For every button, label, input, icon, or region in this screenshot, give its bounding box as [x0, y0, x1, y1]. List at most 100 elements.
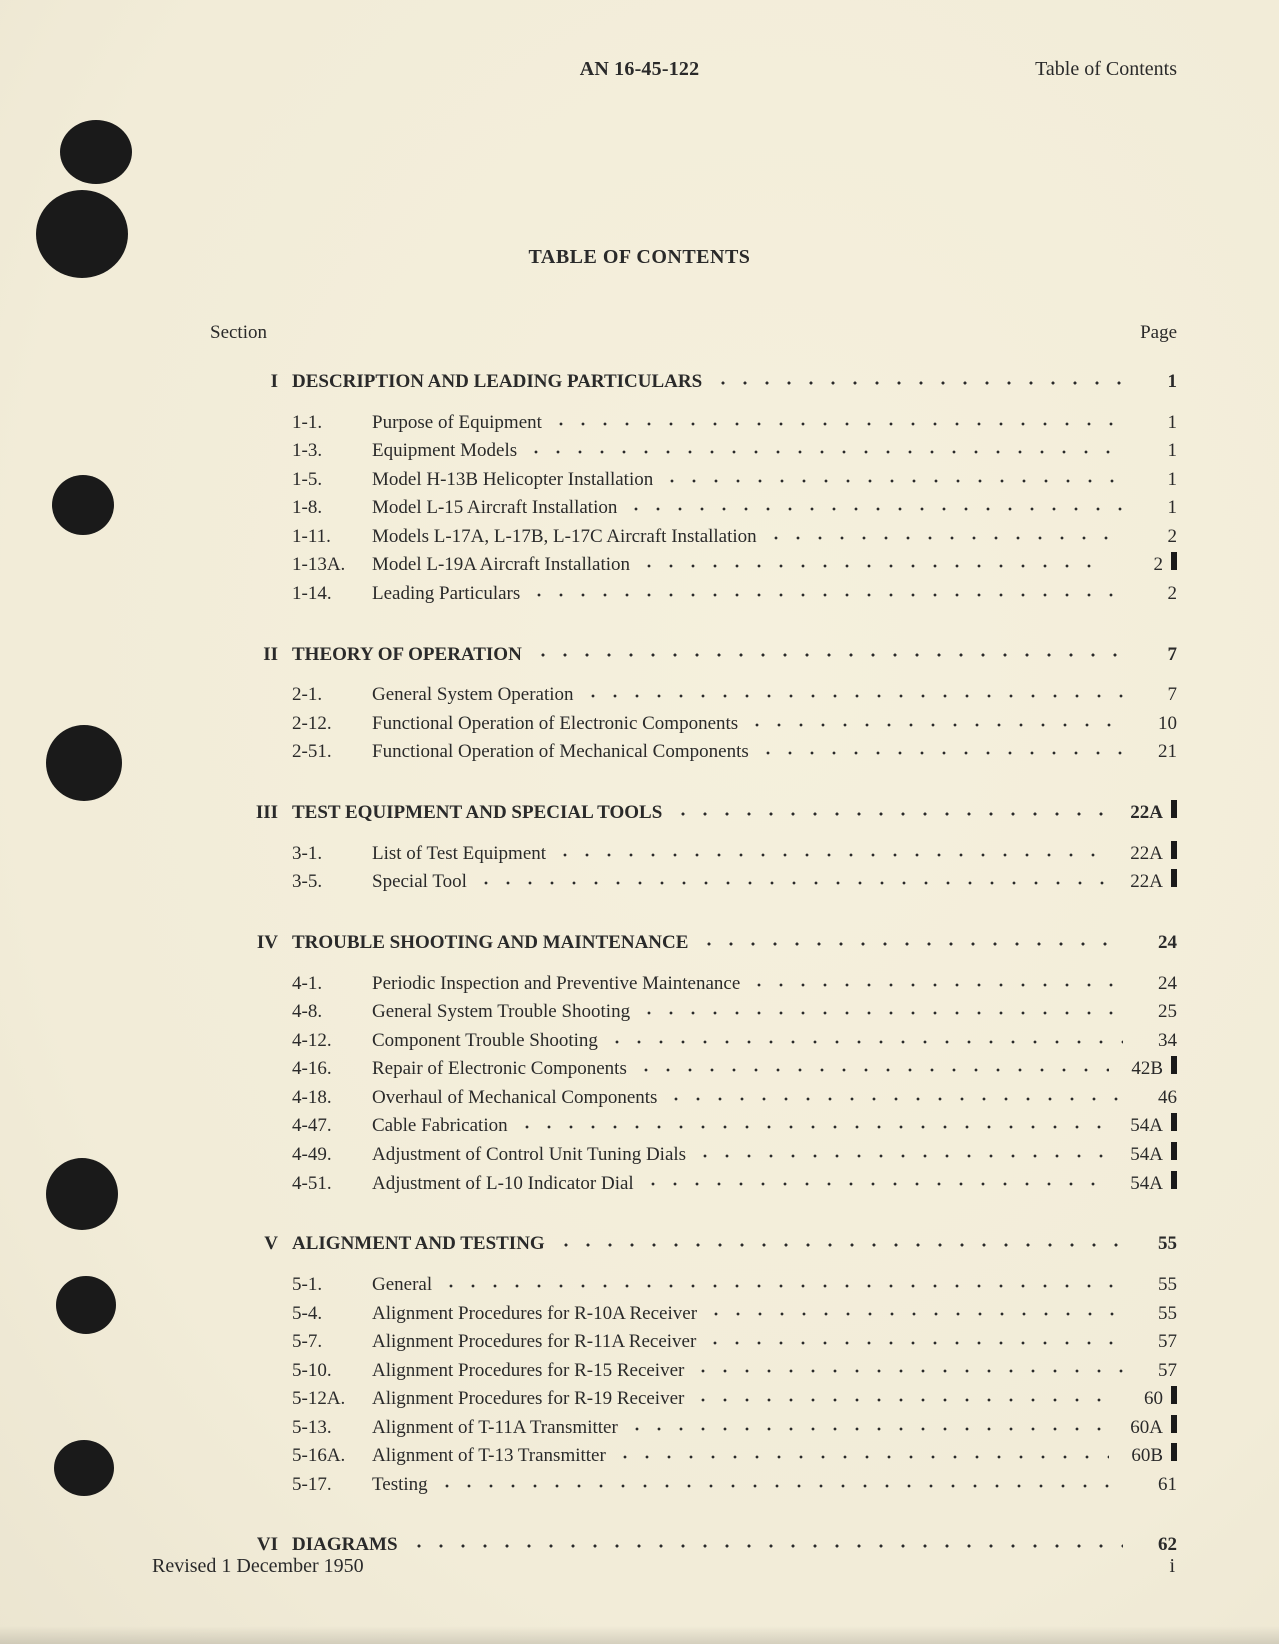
entry-number: 1-13A. [292, 552, 372, 578]
toc-entry: 4-49.Adjustment of Control Unit Tuning D… [292, 1139, 1177, 1168]
leader-dots [704, 1326, 1123, 1347]
toc-section: IIITEST EQUIPMENT AND SPECIAL TOOLS22A3-… [210, 797, 1177, 895]
leader-dots [692, 1355, 1123, 1376]
section-page: 62 [1129, 1534, 1177, 1556]
entry-page: 60 [1115, 1386, 1163, 1412]
entry-title: Component Trouble Shooting [372, 1028, 598, 1054]
leader-dots [440, 1269, 1123, 1290]
section-title: ALIGNMENT AND TESTING [292, 1233, 545, 1255]
entry-page: 57 [1129, 1329, 1177, 1355]
entry-number: 1-8. [292, 495, 372, 521]
change-bar-icon [1171, 1386, 1177, 1404]
footer-revision: Revised 1 December 1950 [152, 1555, 364, 1578]
toc-entry: 3-1.List of Test Equipment22A [292, 838, 1177, 867]
leader-dots [555, 1228, 1123, 1249]
leader-dots [436, 1469, 1123, 1490]
leader-dots [746, 708, 1123, 729]
entry-title: Alignment Procedures for R-11A Receiver [372, 1329, 696, 1355]
change-bar-icon [1171, 800, 1177, 818]
entry-title: Alignment Procedures for R-15 Receiver [372, 1358, 684, 1384]
toc-sections: IDESCRIPTION AND LEADING PARTICULARS1 1-1… [210, 366, 1177, 1556]
leader-dots [642, 1168, 1109, 1189]
entry-page: 22A [1115, 869, 1163, 895]
entry-page: 1 [1129, 495, 1177, 521]
entry-page: 60A [1115, 1415, 1163, 1441]
toc-entry: 5-10.Alignment Procedures for R-15 Recei… [292, 1355, 1177, 1384]
section-title: DIAGRAMS [292, 1534, 398, 1556]
toc-entry: 4-8.General System Trouble Shooting25 [292, 996, 1177, 1025]
toc-entry: 4-16.Repair of Electronic Components42B [292, 1054, 1177, 1083]
entry-title: Model H-13B Helicopter Installation [372, 467, 653, 493]
entry-page: 7 [1129, 682, 1177, 708]
entry-page: 25 [1129, 999, 1177, 1025]
toc-entry: 5-17.Testing61 [292, 1469, 1177, 1498]
toc-entry: 5-7.Alignment Procedures for R-11A Recei… [292, 1326, 1177, 1355]
entry-title: Periodic Inspection and Preventive Maint… [372, 971, 740, 997]
entry-page: 57 [1129, 1358, 1177, 1384]
section-entries: 5-1.General555-4.Alignment Procedures fo… [292, 1269, 1177, 1497]
leader-dots [635, 1054, 1109, 1075]
col-page-label: Page [1140, 322, 1177, 344]
punch-hole [52, 475, 114, 535]
entry-number: 4-18. [292, 1085, 372, 1111]
entry-number: 5-4. [292, 1301, 372, 1327]
toc-entry: 4-1.Periodic Inspection and Preventive M… [292, 968, 1177, 997]
entry-page: 60B [1115, 1443, 1163, 1469]
col-section-label: Section [210, 322, 267, 344]
punch-hole [60, 120, 132, 184]
entry-page: 42B [1115, 1056, 1163, 1082]
section-page: 24 [1129, 932, 1177, 954]
change-bar-icon [1171, 1142, 1177, 1160]
leader-dots [638, 996, 1123, 1017]
change-bar-icon [1171, 869, 1177, 887]
entry-number: 5-12A. [292, 1386, 372, 1412]
change-bar-icon [1171, 552, 1177, 570]
entry-page: 24 [1129, 971, 1177, 997]
entry-title: Alignment of T-11A Transmitter [372, 1415, 618, 1441]
entry-page: 2 [1115, 552, 1163, 578]
entry-number: 5-16A. [292, 1443, 372, 1469]
entry-page: 54A [1115, 1171, 1163, 1197]
entry-page: 1 [1129, 410, 1177, 436]
entry-title: Alignment of T-13 Transmitter [372, 1443, 606, 1469]
entry-title: Functional Operation of Mechanical Compo… [372, 739, 749, 765]
document-page: AN 16-45-122 Table of Contents TABLE OF … [0, 0, 1279, 1644]
section-roman: VI [210, 1534, 292, 1556]
toc-entry: 1-5.Model H-13B Helicopter Installation1 [292, 464, 1177, 493]
toc-entry: 4-51.Adjustment of L-10 Indicator Dial54… [292, 1168, 1177, 1197]
section-entries: 3-1.List of Test Equipment22A3-5.Special… [292, 838, 1177, 895]
entry-title: General [372, 1272, 432, 1298]
entry-title: Overhaul of Mechanical Components [372, 1085, 657, 1111]
leader-dots [765, 521, 1123, 542]
section-roman: III [210, 802, 292, 824]
leader-dots [638, 550, 1109, 571]
entry-number: 4-1. [292, 971, 372, 997]
punch-hole [54, 1440, 114, 1496]
leader-dots [516, 1111, 1109, 1132]
leader-dots [748, 968, 1123, 989]
entry-page: 55 [1129, 1272, 1177, 1298]
section-heading: IDESCRIPTION AND LEADING PARTICULARS1 [210, 366, 1177, 393]
toc-entry: 5-16A.Alignment of T-13 Transmitter 60B [292, 1440, 1177, 1469]
toc-entry: 4-47.Cable Fabrication54A [292, 1111, 1177, 1140]
page-shadow [0, 1626, 1279, 1644]
entry-number: 3-5. [292, 869, 372, 895]
entry-page: 34 [1129, 1028, 1177, 1054]
toc-section: IVTROUBLE SHOOTING AND MAINTENANCE244-1.… [210, 927, 1177, 1196]
punch-hole [56, 1276, 116, 1334]
toc-entry: 1-8.Model L-15 Aircraft Installation1 [292, 492, 1177, 521]
entry-title: Purpose of Equipment [372, 410, 542, 436]
entry-title: Alignment Procedures for R-19 Receiver [372, 1386, 684, 1412]
leader-dots [550, 407, 1123, 428]
leader-dots [661, 464, 1123, 485]
change-bar-icon [1171, 1171, 1177, 1189]
entry-number: 4-47. [292, 1113, 372, 1139]
leader-dots [408, 1529, 1123, 1550]
entry-number: 1-14. [292, 581, 372, 607]
section-heading: VALIGNMENT AND TESTING55 [210, 1228, 1177, 1255]
section-roman: V [210, 1233, 292, 1255]
section-title-row: DIAGRAMS 62 [292, 1529, 1177, 1556]
toc-entry: 5-1.General55 [292, 1269, 1177, 1298]
entry-number: 1-3. [292, 438, 372, 464]
leader-dots [625, 492, 1123, 513]
